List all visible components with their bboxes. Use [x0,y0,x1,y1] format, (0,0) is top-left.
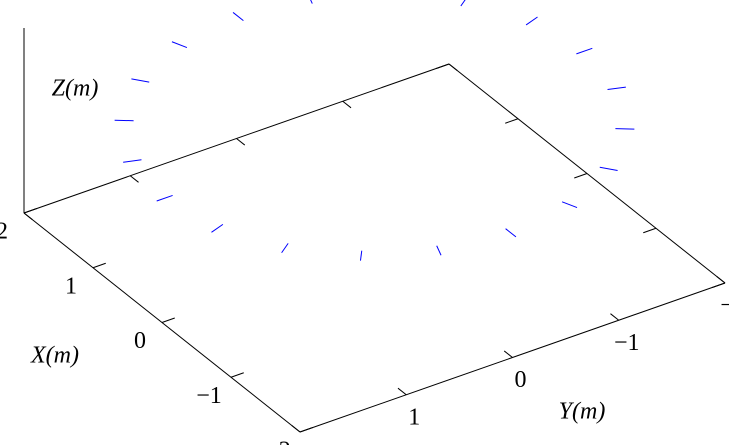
y-tick-label: 2 [302,442,314,445]
vector [607,86,626,91]
x-axis-label: X(m) [30,343,79,369]
y-tick-label: 0 [515,367,527,393]
x-tick [712,282,726,288]
y-tick [342,100,352,109]
x-tick [505,118,519,124]
x-tick [161,317,175,323]
vector [505,228,517,238]
vector [211,223,224,233]
x-tick-label: 0 [134,328,146,354]
vector [576,47,593,55]
y-tick-label: −2 [720,293,729,319]
y-tick [236,138,246,146]
x-tick [574,173,588,179]
y-tick-label: 1 [408,404,420,430]
vector [599,166,618,171]
x-tick-label: −1 [196,383,222,409]
vector [561,201,578,209]
x-tick-label: 2 [0,219,8,245]
y-tick [448,63,458,71]
x-tick [299,427,313,433]
x-tick [643,227,657,234]
y-tick [23,212,33,220]
vector [359,250,363,261]
x-tick [436,63,450,69]
x-tick-label: −2 [265,438,291,445]
y-tick-label: −1 [614,330,640,356]
y-tick [716,276,726,284]
x-tick-label: 1 [65,273,77,299]
y-axis-label: Y(m) [559,399,606,425]
y-tick [503,350,513,358]
y-tick [397,387,407,396]
vector [123,159,142,163]
x-tick [92,262,106,269]
y-tick [291,425,301,433]
vector [310,0,313,4]
vector [281,243,289,254]
vector [131,78,150,83]
vector [156,194,173,202]
y-tick [129,175,139,183]
vector [232,12,244,22]
z-axis-label: Z(m) [52,76,99,102]
x-tick [230,372,244,378]
vector [171,41,188,49]
vector [525,16,538,26]
vector [436,245,442,256]
vector [460,0,466,7]
y-tick [610,313,620,321]
x-tick [23,208,37,214]
